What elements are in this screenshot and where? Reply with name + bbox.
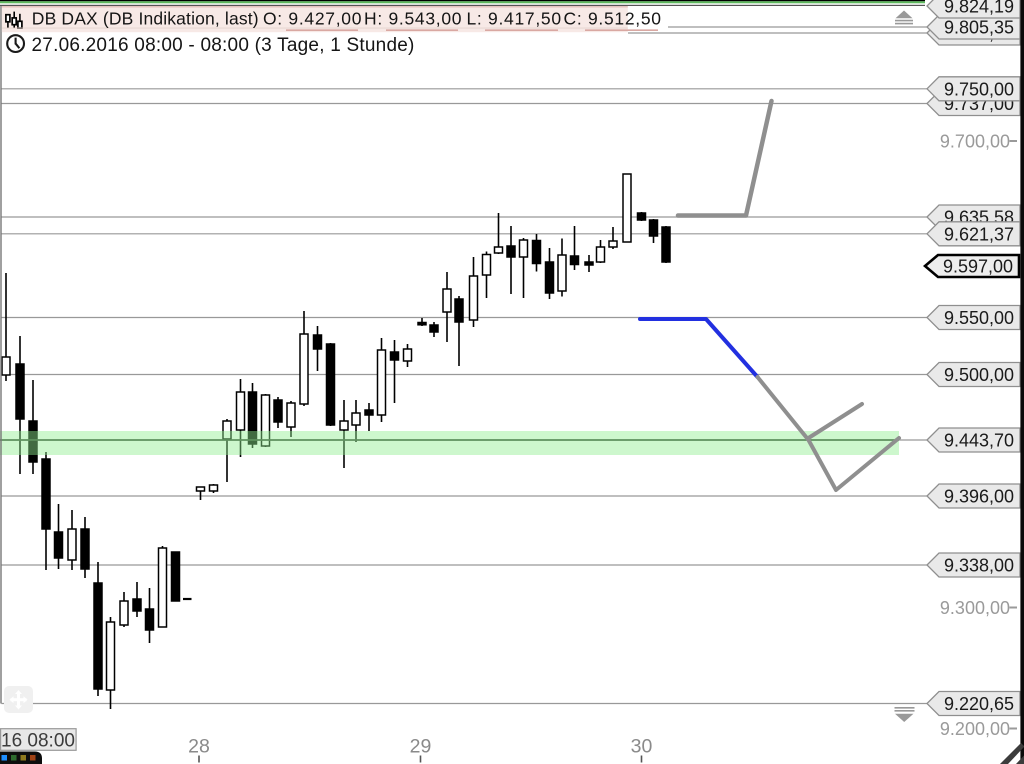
svg-text:9.621,37: 9.621,37 [944,224,1014,244]
svg-text:9.396,00: 9.396,00 [944,487,1014,507]
svg-text:28: 28 [188,736,210,758]
svg-text:9.597,00: 9.597,00 [943,257,1013,277]
svg-text:16 08:00: 16 08:00 [1,731,75,752]
svg-text:O: 9.427,00: O: 9.427,00 [263,9,362,29]
svg-text:9.500,00: 9.500,00 [944,365,1014,385]
svg-text:29: 29 [410,736,432,758]
svg-text:9.700,00: 9.700,00 [940,132,1010,152]
svg-text:9.805,35: 9.805,35 [944,18,1014,38]
svg-text:9.200,00: 9.200,00 [940,719,1010,739]
svg-text:C: 9.512,50: C: 9.512,50 [564,9,662,29]
svg-text:9.750,00: 9.750,00 [944,79,1014,99]
svg-text:9.550,00: 9.550,00 [944,308,1014,328]
svg-text:9.300,00: 9.300,00 [940,598,1010,618]
svg-text:27.06.2016 08:00 - 08:00 (3 Ta: 27.06.2016 08:00 - 08:00 (3 Tage, 1 Stun… [32,35,415,56]
svg-text:9.824,19: 9.824,19 [944,0,1014,17]
svg-text:30: 30 [631,736,653,758]
svg-text:9.220,65: 9.220,65 [944,694,1014,714]
svg-text:H: 9.543,00: H: 9.543,00 [364,9,462,29]
svg-text:DB DAX (DB Indikation, last): DB DAX (DB Indikation, last) [32,9,259,29]
svg-text:9.338,00: 9.338,00 [944,556,1014,576]
svg-text:L: 9.417,50: L: 9.417,50 [467,9,562,29]
svg-text:9.443,70: 9.443,70 [944,431,1014,451]
